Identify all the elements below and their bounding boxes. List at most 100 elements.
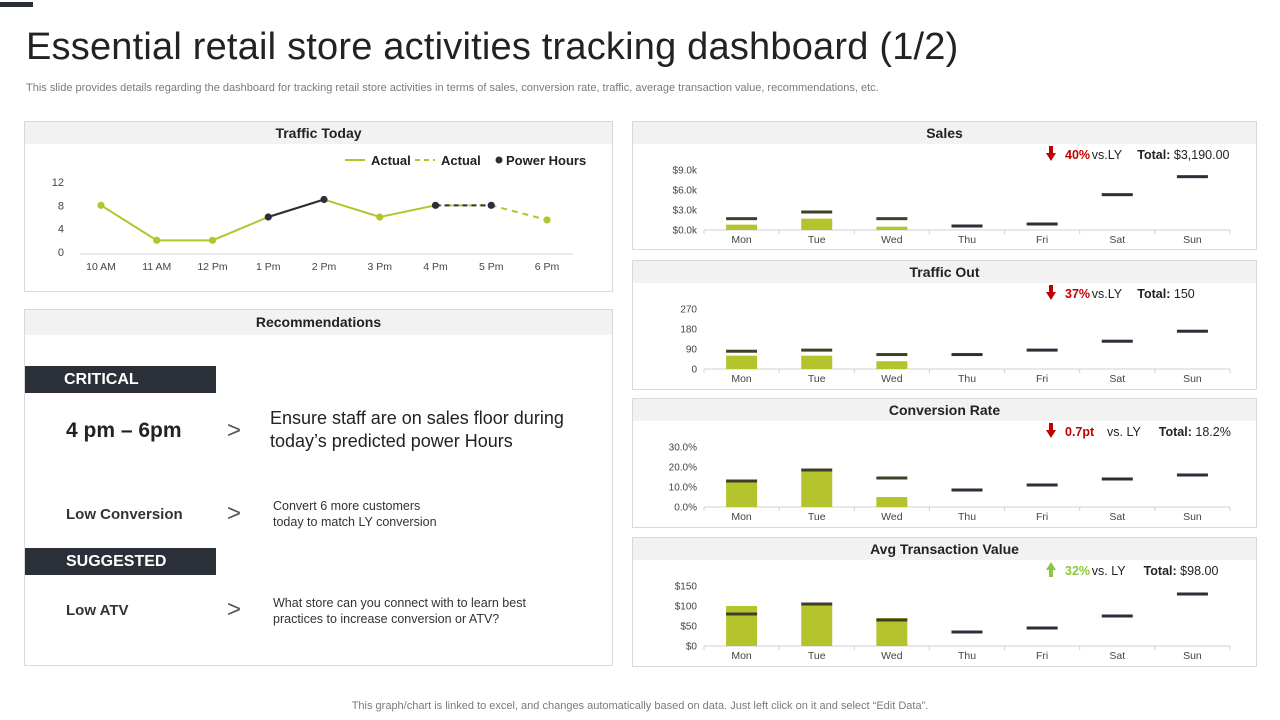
x-tick-label: 6 Pm xyxy=(535,261,560,273)
y-tick-label: 0 xyxy=(691,365,697,376)
conversion-panel: Conversion Rate 0.7pt vs. LY Total: 18.2% 0… xyxy=(632,398,1257,528)
atv-title: Avg Transaction Value xyxy=(633,538,1256,560)
bar-current xyxy=(801,471,833,507)
legend-power-hours: Power Hours xyxy=(506,153,586,168)
accent-bar xyxy=(0,2,33,7)
bar-ly-marker xyxy=(951,630,983,634)
bar-current xyxy=(726,224,758,230)
kpi-total: Total: 150 xyxy=(1137,287,1194,301)
bar-ly-marker xyxy=(1176,175,1208,179)
power-hours-point xyxy=(487,201,495,209)
critical-text: Ensure staff are on sales floor during t… xyxy=(270,408,564,451)
traffic-out-chart[interactable]: 37% vs.LY Total: 150 0 90 180 270 Mon Tue Wed Thu F… xyxy=(633,283,1256,389)
y-tick-label: $0.0k xyxy=(673,226,698,237)
traffic-today-panel: Traffic Today Actual Actual Power Hours … xyxy=(24,121,613,292)
bar-ly-marker xyxy=(1026,222,1058,226)
actual-point xyxy=(376,213,384,221)
bar-ly-marker xyxy=(726,349,758,353)
low-atv-text-line2: practices to increase conversion or ATV? xyxy=(273,612,500,626)
y-tick-label: 270 xyxy=(680,305,697,316)
arrow-down-icon xyxy=(1046,146,1056,161)
y-tick-label: 20.0% xyxy=(669,463,697,474)
critical-tag: CRITICAL xyxy=(25,366,216,393)
bar-ly-marker xyxy=(801,468,833,472)
low-atv-text-line1: What store can you connect with to learn… xyxy=(273,596,526,610)
x-tick-label: Sun xyxy=(1183,234,1202,246)
x-tick-label: Fri xyxy=(1036,650,1048,662)
bar-ly-marker xyxy=(726,217,758,221)
low-conversion-label: Low Conversion xyxy=(66,506,183,523)
bar-current xyxy=(801,604,833,646)
actual-point xyxy=(153,236,161,244)
bar-ly-marker xyxy=(801,348,833,352)
x-tick-label: Tue xyxy=(808,234,826,246)
power-hours-point xyxy=(264,213,272,221)
y-tick-label: 180 xyxy=(680,325,697,336)
power-hours-point xyxy=(320,195,328,204)
kpi-pct: 0.7pt xyxy=(1065,425,1095,439)
bar-ly-marker xyxy=(801,602,833,606)
low-conversion-text-line1: Convert 6 more customers xyxy=(273,499,421,513)
low-conversion-text-line2: today to match LY conversion xyxy=(273,515,437,529)
series-power-hours-line xyxy=(267,198,325,218)
x-tick-label: Sat xyxy=(1109,234,1125,246)
y-tick-label: 90 xyxy=(686,345,698,356)
kpi-vs: vs.LY xyxy=(1092,287,1123,301)
kpi-vs: vs. LY xyxy=(1092,564,1126,578)
y-tick-label: $100 xyxy=(675,602,698,613)
y-tick-label: 0 xyxy=(58,247,64,259)
x-tick-label: 12 Pm xyxy=(197,261,228,273)
bar-current xyxy=(726,355,758,369)
atv-chart[interactable]: 32% vs. LY Total: $98.00 $0 $50 $100 $150 Mon Tu… xyxy=(633,560,1256,666)
bar-ly-marker xyxy=(1026,626,1058,630)
x-tick-label: Wed xyxy=(881,373,903,385)
x-tick-label: Sat xyxy=(1109,650,1125,662)
y-tick-label: 30.0% xyxy=(669,443,697,454)
page-title: Essential retail store activities tracki… xyxy=(26,26,959,68)
arrow-down-icon xyxy=(1046,285,1056,300)
critical-time: 4 pm – 6pm xyxy=(66,419,182,442)
x-tick-label: Sat xyxy=(1109,373,1125,385)
x-tick-label: Mon xyxy=(731,650,752,662)
sales-chart[interactable]: 40% vs.LY Total: $3,190.00 $0.0k $3.0k $6.0k $… xyxy=(633,144,1256,249)
actual-point xyxy=(97,201,105,209)
x-tick-label: 11 AM xyxy=(142,261,171,273)
bar-ly-marker xyxy=(1026,483,1058,487)
bar-current xyxy=(726,606,758,646)
sales-title: Sales xyxy=(633,122,1256,144)
kpi-pct: 32% xyxy=(1065,564,1090,578)
y-tick-label: 10.0% xyxy=(669,483,697,494)
x-tick-label: 10 AM xyxy=(86,261,116,273)
x-tick-label: 1 Pm xyxy=(256,261,281,273)
bar-ly-marker xyxy=(1101,614,1133,618)
x-tick-label: Fri xyxy=(1036,373,1048,385)
bar-ly-marker xyxy=(1176,473,1208,477)
bar-ly-marker xyxy=(1176,592,1208,596)
traffic-today-chart[interactable]: Actual Actual Power Hours 0 4 8 12 10 AM 11 A… xyxy=(25,144,612,291)
bar-ly-marker xyxy=(726,612,758,616)
kpi-summary: 37% vs.LY Total: 150 xyxy=(1046,285,1195,301)
kpi-pct: 40% xyxy=(1065,148,1090,162)
y-tick-label: $9.0k xyxy=(673,166,698,177)
kpi-summary: 0.7pt vs. LY Total: 18.2% xyxy=(1046,423,1231,439)
conversion-chart[interactable]: 0.7pt vs. LY Total: 18.2% 0.0% 10.0% 20.0% 30.… xyxy=(633,421,1256,527)
bar-current xyxy=(876,361,908,369)
traffic-today-legend: Actual Actual Power Hours xyxy=(345,153,586,168)
x-tick-label: Sat xyxy=(1109,511,1125,523)
bar-ly-marker xyxy=(876,618,908,622)
x-tick-label: 3 Pm xyxy=(367,261,392,273)
bar-ly-marker xyxy=(876,476,908,480)
x-tick-label: Mon xyxy=(731,373,752,385)
bar-current xyxy=(876,618,908,646)
bar-current xyxy=(801,218,833,230)
kpi-total: Total: $3,190.00 xyxy=(1137,148,1229,162)
y-tick-label: 4 xyxy=(58,224,64,236)
y-tick-label: $0 xyxy=(686,642,698,653)
traffic-today-title: Traffic Today xyxy=(25,122,612,144)
x-tick-label: Sun xyxy=(1183,511,1202,523)
actual-point xyxy=(208,236,217,244)
x-tick-label: Thu xyxy=(958,373,976,385)
recommendations-panel: Recommendations CRITICAL 4 pm – 6pm > En… xyxy=(24,309,613,666)
y-tick-label: $150 xyxy=(675,582,698,593)
bar-ly-marker xyxy=(951,488,983,492)
